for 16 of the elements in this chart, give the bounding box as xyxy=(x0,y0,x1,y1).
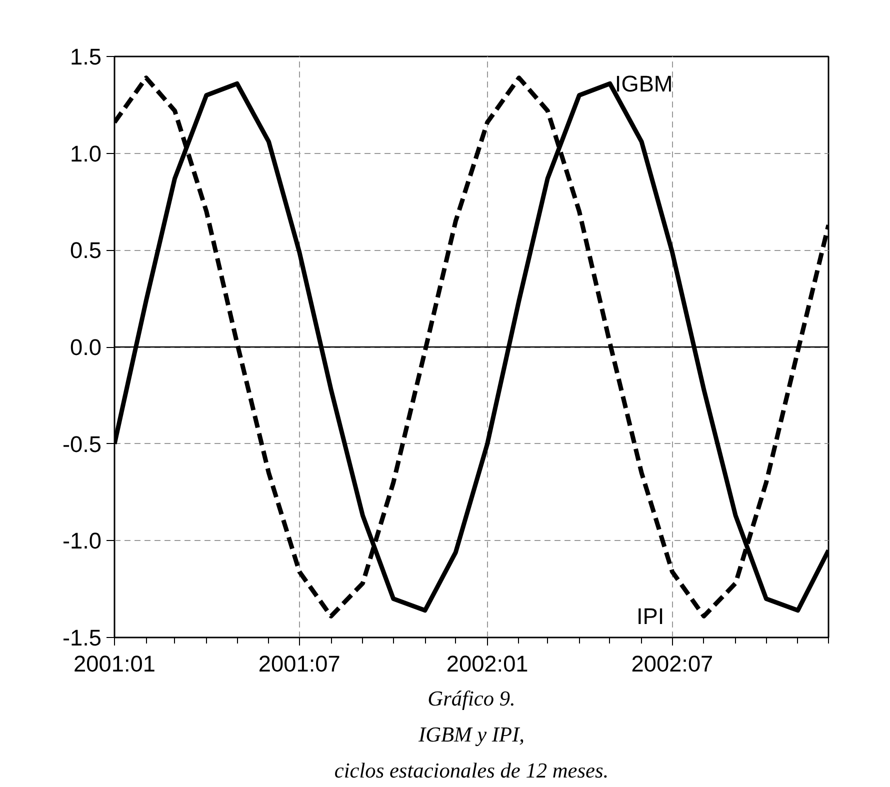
y-tick-label: 1.5 xyxy=(70,44,102,70)
y-tick-label: 1.0 xyxy=(70,140,102,166)
text: IGBM y IPI, xyxy=(418,722,525,746)
y-tick-label: 0.5 xyxy=(70,237,102,264)
y-tick-label: -1.5 xyxy=(62,624,102,650)
series-label: IGBM xyxy=(614,70,673,97)
series-label: IPI xyxy=(636,603,664,630)
text: ciclos estacionales de 12 meses. xyxy=(334,758,609,782)
y-tick-label: -1.0 xyxy=(62,528,102,554)
text: Gráfico 9. xyxy=(428,686,516,710)
x-tick-label: 2002:01 xyxy=(446,650,528,676)
y-tick-label: -0.5 xyxy=(62,430,102,457)
x-tick-label: 2001:07 xyxy=(258,650,340,676)
y-tick-label: 0.0 xyxy=(70,334,102,360)
x-tick-label: 2001:01 xyxy=(74,650,156,676)
x-tick-label: 2002:07 xyxy=(631,650,714,676)
